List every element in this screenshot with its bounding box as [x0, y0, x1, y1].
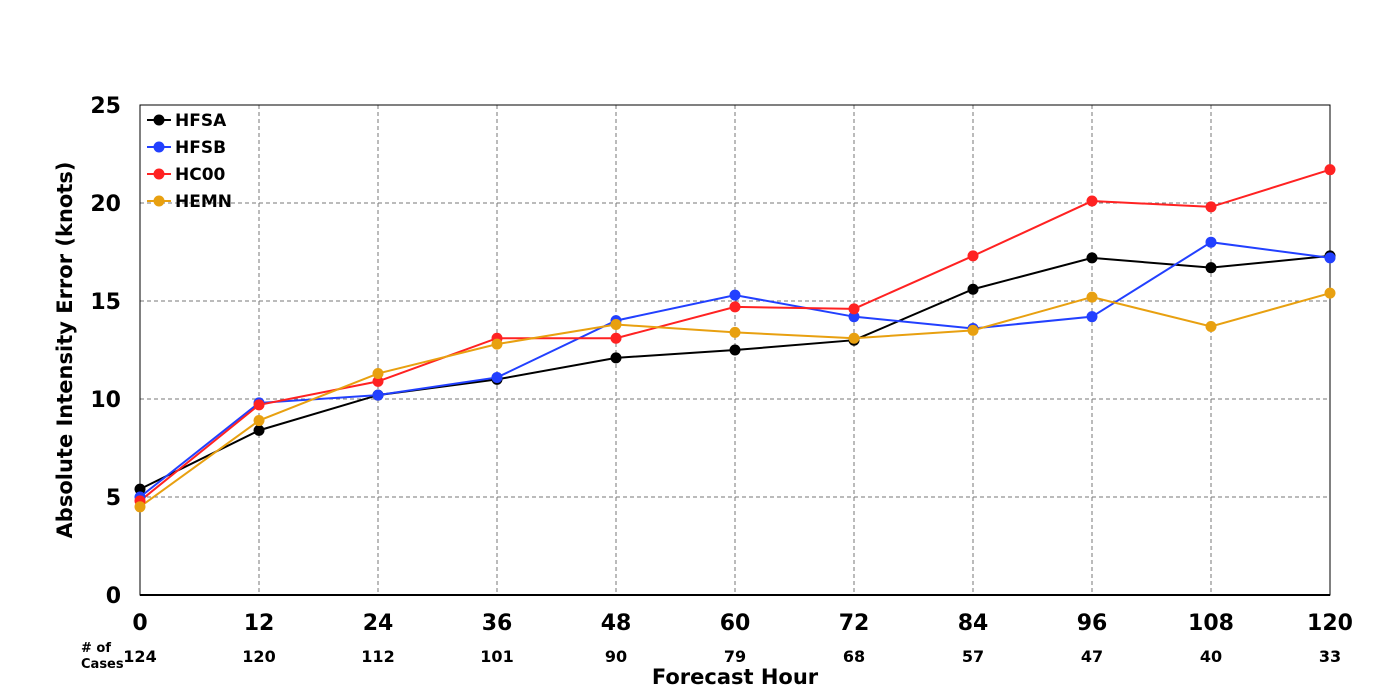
x-tick-label: 120 [1307, 611, 1353, 636]
case-count: 112 [361, 647, 394, 666]
legend-label: HEMN [175, 192, 232, 212]
data-point-hemn [1086, 291, 1098, 303]
data-point-hemn [610, 319, 622, 331]
y-tick-label: 20 [90, 192, 121, 217]
y-tick-label: 25 [90, 94, 121, 119]
data-point-hc00 [1086, 195, 1098, 207]
legend-swatch-marker [153, 195, 165, 207]
y-tick-label: 15 [90, 290, 121, 315]
x-tick-label: 12 [244, 611, 275, 636]
x-tick-label: 84 [958, 611, 989, 636]
data-point-hemn [372, 368, 384, 380]
data-point-hfsa [253, 424, 265, 436]
y-tick-label: 10 [90, 388, 121, 413]
y-tick-label: 5 [106, 486, 121, 511]
x-tick-label: 60 [720, 611, 751, 636]
legend-swatch-marker [153, 114, 165, 126]
data-point-hc00 [372, 375, 384, 387]
data-point-hfsa [610, 352, 622, 364]
x-tick-label: 48 [601, 611, 632, 636]
data-point-hfsb [1324, 252, 1336, 264]
data-point-hemn [134, 501, 146, 513]
data-point-hfsa [134, 483, 146, 495]
data-point-hemn [1205, 320, 1217, 332]
y-tick-label: 0 [106, 584, 121, 609]
case-count: 68 [843, 647, 865, 666]
data-point-hfsb [1086, 311, 1098, 323]
x-axis-title: Forecast Hour [652, 665, 819, 689]
case-counts: # of Cases 124 120 112 101 90 79 68 57 47 40 33 [81, 641, 1341, 672]
data-point-hfsb [729, 289, 741, 301]
legend-label: HFSA [175, 111, 227, 131]
legend-swatch-marker [153, 141, 165, 153]
case-count: 124 [123, 647, 156, 666]
data-point-hc00 [253, 399, 265, 411]
case-count: 101 [480, 647, 513, 666]
x-tick-label: 36 [482, 611, 513, 636]
data-point-hemn [491, 338, 503, 350]
data-point-hc00 [1324, 164, 1336, 176]
data-point-hc00 [610, 332, 622, 344]
legend-label: HC00 [175, 165, 226, 185]
x-tick-label: 72 [839, 611, 870, 636]
case-count: 47 [1081, 647, 1103, 666]
x-tick-label: 108 [1188, 611, 1234, 636]
legend-swatch-marker [153, 168, 165, 180]
data-point-hemn [253, 415, 265, 427]
data-point-hfsa [1086, 252, 1098, 264]
data-point-hc00 [848, 303, 860, 315]
case-count: 33 [1319, 647, 1341, 666]
cases-label-line2: Cases [81, 657, 124, 672]
data-point-hfsa [967, 283, 979, 295]
data-point-hfsa [1205, 262, 1217, 274]
data-point-hfsb [491, 371, 503, 383]
data-point-hemn [848, 332, 860, 344]
series [134, 164, 1336, 513]
data-point-hc00 [729, 301, 741, 313]
data-point-hfsa [729, 344, 741, 356]
case-count: 79 [724, 647, 746, 666]
case-count: 120 [242, 647, 275, 666]
data-point-hfsb [372, 389, 384, 401]
data-point-hemn [729, 326, 741, 338]
data-point-hfsb [1205, 236, 1217, 248]
data-point-hc00 [1205, 201, 1217, 213]
data-point-hc00 [967, 250, 979, 262]
data-point-hemn [967, 324, 979, 336]
case-count: 40 [1200, 647, 1222, 666]
x-tick-label: 24 [363, 611, 394, 636]
x-tick-label: 0 [132, 611, 147, 636]
data-point-hemn [1324, 287, 1336, 299]
x-tick-label: 96 [1077, 611, 1108, 636]
case-count: 57 [962, 647, 984, 666]
data-point-hfsb [848, 311, 860, 323]
y-tick-labels: 0 5 10 15 20 25 [90, 94, 121, 609]
legend: HFSA HFSB HC00 HEMN [147, 111, 232, 212]
cases-label-line1: # of [81, 641, 111, 656]
case-count: 90 [605, 647, 627, 666]
legend-label: HFSB [175, 138, 226, 158]
x-tick-labels: 0 12 24 36 48 60 72 84 96 108 120 [132, 611, 1353, 636]
y-axis-title: Absolute Intensity Error (knots) [53, 162, 77, 539]
